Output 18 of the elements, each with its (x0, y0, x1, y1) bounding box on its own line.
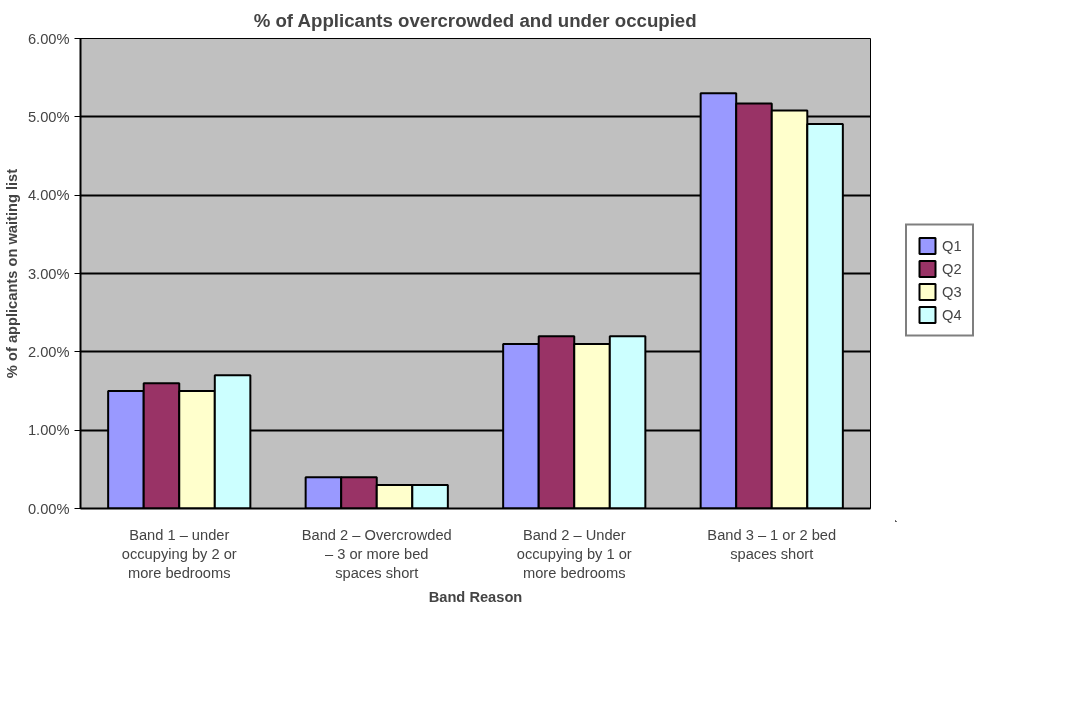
legend-label: Q3 (942, 283, 962, 299)
y-tick-label: 0.00% (27, 500, 70, 517)
y-axis-title: % of applicants on waiting list (3, 168, 20, 379)
chart-title: % of Applicants overcrowded and under occupied (253, 10, 697, 31)
y-tick-label: 5.00% (27, 108, 70, 125)
y-tick-label: 2.00% (27, 343, 70, 360)
x-tick-label: Band 2 – Under occupying by 1 or more bedrooms (516, 526, 632, 581)
x-tick-label: Band 1 – under occupying by 2 or more bedrooms (121, 526, 237, 581)
y-tick-label: 1.00% (27, 422, 70, 439)
legend-label: Q1 (942, 237, 962, 253)
legend-label: Q4 (942, 306, 962, 322)
y-tick-label: 6.00% (27, 30, 70, 47)
x-axis-title: Band Reason (428, 588, 523, 605)
x-tick-label: Band 3 – 1 or 2 bed spaces short (707, 526, 837, 562)
x-tick-label: Band 2 – Overcrowded – 3 or more bed spaces short (301, 526, 452, 581)
legend-label: Q2 (942, 260, 962, 276)
y-tick-label: 3.00% (27, 265, 70, 282)
y-tick-label: 4.00% (27, 187, 70, 204)
